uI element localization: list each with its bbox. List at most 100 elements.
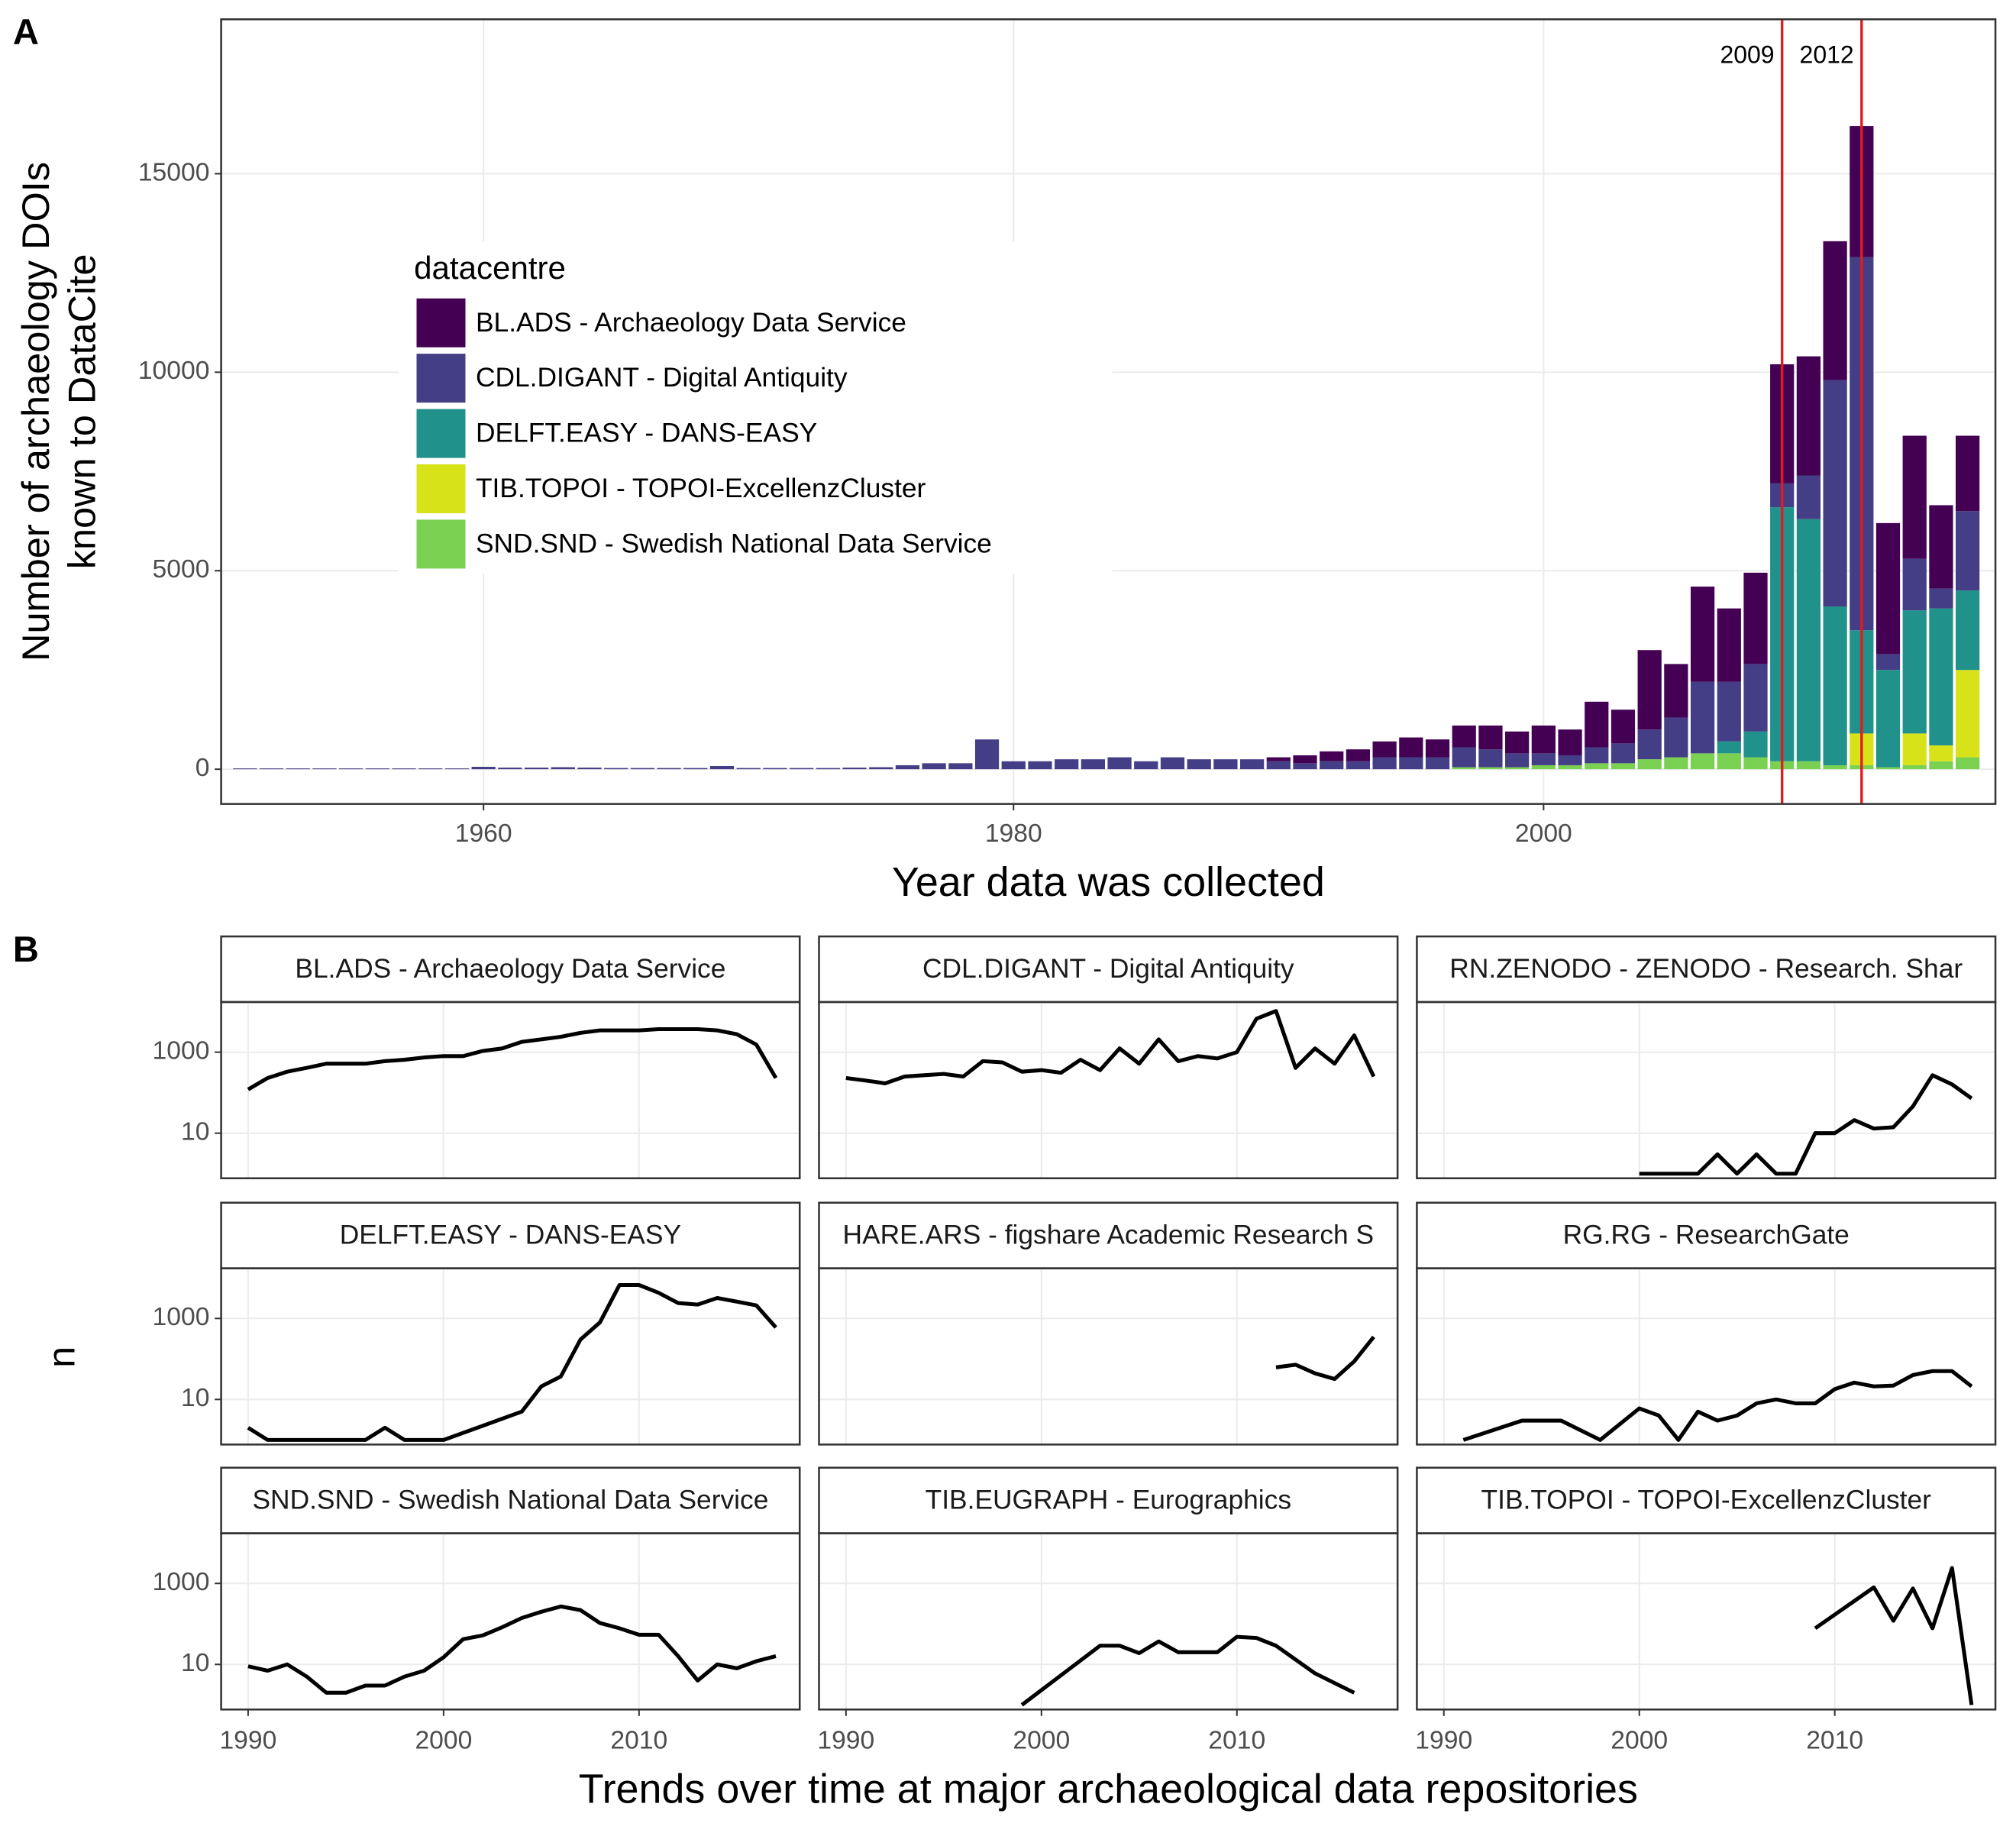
legend-label: TIB.TOPOI - TOPOI-ExcellenzCluster — [476, 474, 926, 503]
panel-border — [1416, 1001, 1997, 1179]
bar-segment — [1823, 765, 1847, 770]
panel-border — [818, 1532, 1399, 1711]
bar-segment — [1558, 765, 1582, 770]
bar-segment — [1001, 761, 1026, 770]
bar-segment — [1717, 608, 1741, 682]
bar-segment — [1213, 759, 1238, 770]
bar-segment — [1505, 731, 1530, 754]
bar-segment — [1372, 757, 1397, 770]
line — [1020, 1634, 1355, 1707]
bar-segment — [1796, 519, 1821, 761]
panel-border — [220, 1001, 801, 1179]
bar-segment — [1823, 241, 1847, 380]
strip — [818, 935, 1399, 1004]
bar-segment — [816, 768, 840, 770]
bar-segment — [1452, 725, 1476, 748]
panel-label: A — [13, 11, 39, 52]
strip — [220, 935, 801, 1004]
bar-segment — [1690, 681, 1715, 754]
line — [1814, 1566, 1974, 1705]
bar-segment — [948, 763, 973, 770]
bar-segment — [1929, 608, 1953, 745]
legend-label: CDL.DIGANT - Digital Antiquity — [476, 363, 848, 393]
strip-label: SND.SND - Swedish National Data Service — [252, 1485, 768, 1515]
bar-segment — [1796, 475, 1821, 519]
bar-segment — [365, 768, 389, 770]
panel-border — [1416, 1267, 1997, 1446]
plot-border — [220, 18, 1997, 805]
bar-segment — [1664, 757, 1688, 770]
y-tick-label: 10 — [181, 1118, 209, 1146]
x-tick-label: 1990 — [219, 1726, 276, 1754]
panel-border — [818, 1001, 1399, 1179]
bar-segment — [1796, 356, 1821, 476]
bar-segment — [1505, 753, 1530, 768]
legend-key — [416, 354, 466, 403]
bar-segment — [551, 767, 575, 770]
strip — [1416, 1201, 1997, 1269]
legend-label: SND.SND - Swedish National Data Service — [476, 529, 992, 558]
y-tick-label: 1000 — [153, 1303, 210, 1331]
bar-segment — [1028, 761, 1052, 770]
x-tick-label: 2000 — [1013, 1726, 1070, 1754]
x-tick-label: 1990 — [1415, 1726, 1472, 1754]
x-tick-label: 2000 — [415, 1726, 472, 1754]
strip — [818, 1466, 1399, 1534]
bar-segment — [1558, 729, 1582, 755]
bar-segment — [1107, 757, 1132, 770]
panel-border — [220, 1267, 801, 1446]
bar-segment — [763, 768, 787, 770]
bar-segment — [1055, 759, 1079, 770]
bar-segment — [1478, 725, 1503, 750]
bar-segment — [286, 768, 310, 770]
bar-segment — [471, 767, 496, 770]
strip — [1416, 1466, 1997, 1534]
y-tick-label: 10 — [181, 1649, 209, 1677]
legend-key — [416, 298, 466, 348]
bar-segment — [1585, 701, 1609, 748]
bar-segment — [1611, 743, 1636, 764]
bar-segment — [1558, 755, 1582, 765]
legend-background — [398, 241, 1113, 574]
bar-segment — [1902, 765, 1927, 770]
bar-segment — [1717, 681, 1741, 742]
bar-segment — [1372, 741, 1397, 758]
line — [247, 1282, 777, 1442]
bar-segment — [1293, 755, 1317, 764]
bar-segment — [1823, 380, 1847, 607]
bar-segment — [392, 768, 416, 770]
bar-segment — [1585, 747, 1609, 764]
bar-segment — [1956, 435, 1980, 512]
strip-label: HARE.ARS - figshare Academic Research S — [843, 1220, 1375, 1250]
bar-segment — [233, 768, 257, 770]
bar-segment — [1452, 767, 1476, 770]
bar-segment — [1425, 757, 1450, 770]
line — [247, 1604, 777, 1695]
bar-segment — [1902, 610, 1927, 734]
legend-label: BL.ADS - Archaeology Data Service — [476, 308, 906, 338]
bar-segment — [1664, 717, 1688, 758]
legend-title: datacentre — [414, 250, 566, 286]
y-tick-label: 10000 — [138, 357, 210, 385]
bar-segment — [683, 768, 708, 770]
x-axis-title: Trends over time at major archaeological… — [579, 1766, 1638, 1812]
y-axis-title: Number of archaeology DOIs — [14, 162, 57, 661]
bar-segment — [1187, 759, 1211, 770]
strip-label: TIB.EUGRAPH - Eurographics — [926, 1485, 1291, 1515]
bar-segment — [709, 765, 735, 770]
bar-segment — [1875, 670, 1901, 768]
bar-segment — [1452, 747, 1476, 768]
bar-segment — [1293, 763, 1317, 770]
bar-segment — [312, 768, 337, 770]
x-tick-label: 2000 — [1515, 820, 1572, 848]
bar-segment — [895, 765, 920, 770]
x-tick-label: 2010 — [610, 1726, 667, 1754]
x-tick-label: 1990 — [817, 1726, 874, 1754]
bar-segment — [1585, 763, 1609, 770]
bar-segment — [1637, 729, 1662, 760]
bar-segment — [1081, 759, 1105, 770]
bar-segment — [1425, 739, 1450, 758]
bar-segment — [1717, 753, 1741, 770]
bar-segment — [1531, 765, 1556, 770]
bar-segment — [1160, 757, 1185, 770]
